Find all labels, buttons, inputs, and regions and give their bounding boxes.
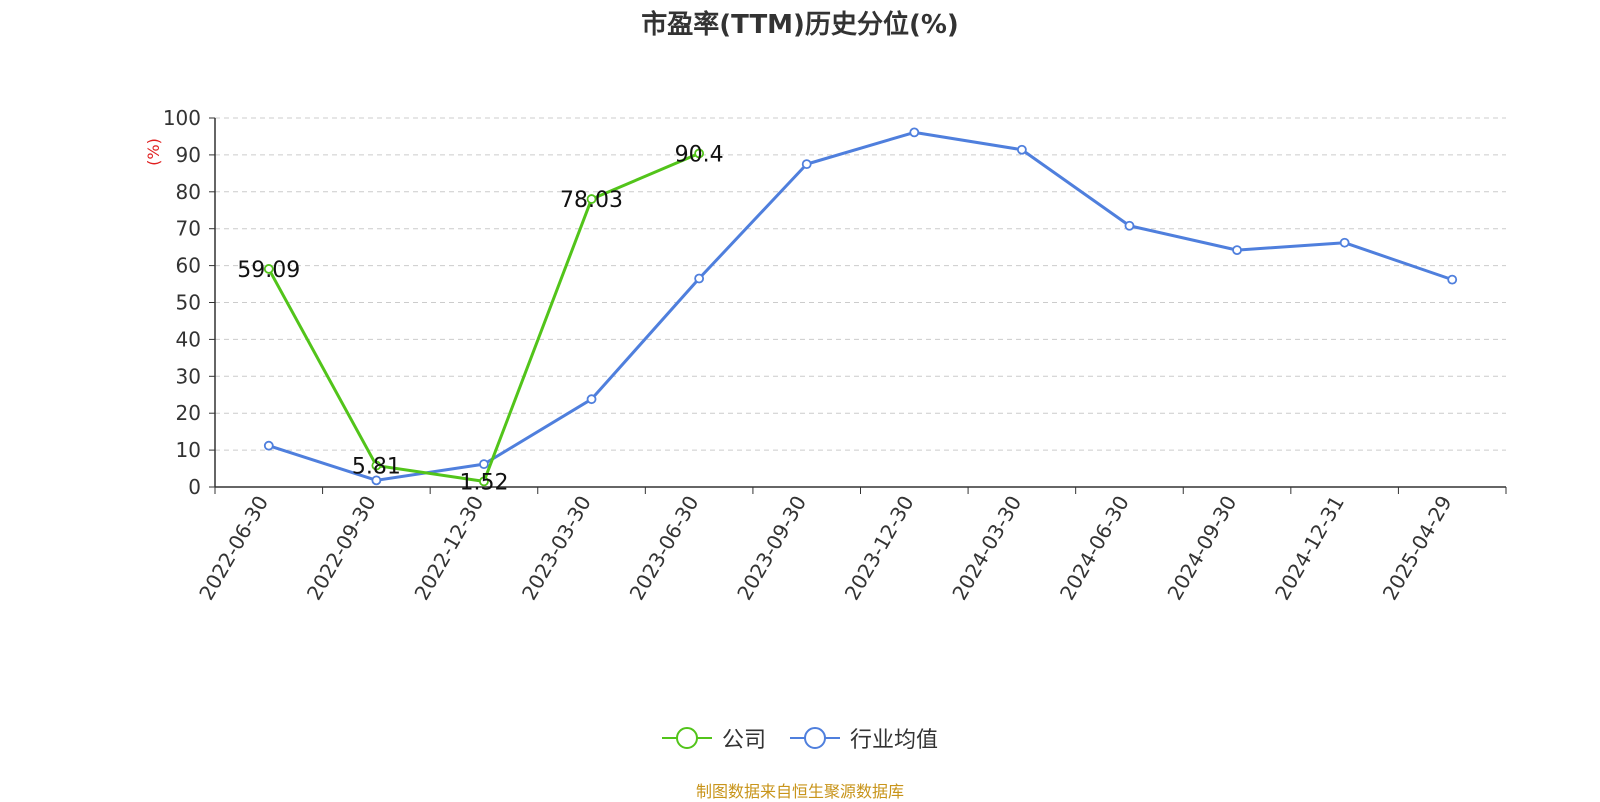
y-tick-label: 40 (176, 327, 201, 351)
x-tick-label: 2023-09-30 (732, 492, 811, 605)
data-point-0 (694, 148, 705, 159)
data-point-1 (263, 440, 274, 451)
source-note: 制图数据来自恒生聚源数据库 (695, 782, 904, 801)
series-line-0 (267, 152, 700, 483)
y-axis-label: (%) (144, 138, 163, 166)
data-point-0 (263, 264, 274, 274)
y-tick-label: 0 (188, 475, 201, 499)
data-label: 1.52 (459, 470, 508, 495)
legend-marker-company (661, 727, 712, 749)
data-point-0 (479, 476, 489, 487)
data-label: 59.09 (237, 258, 300, 283)
data-point-1 (909, 127, 920, 138)
legend-label-company: 公司 (721, 728, 766, 753)
data-point-1 (586, 394, 597, 405)
data-point-1 (479, 459, 489, 470)
data-labels: 59.09 5.81 1.52 78.03 90.4 (237, 142, 723, 495)
x-tick-label: 2023-06-30 (625, 492, 704, 605)
x-tick-label: 2023-12-30 (840, 492, 919, 605)
data-point-1 (1232, 245, 1242, 256)
legend-marker-industry-average (790, 727, 840, 749)
x-tick-label: 2022-09-30 (302, 492, 381, 605)
legend: 公司 行业均值 (0, 722, 1600, 754)
y-tick-label: 50 (176, 291, 201, 315)
data-point-1 (1016, 144, 1027, 155)
x-tick-label: 2024-06-30 (1055, 492, 1134, 605)
y-tick-label: 90 (176, 143, 201, 167)
data-point-1 (371, 475, 382, 486)
x-tick-label: 2024-12-31 (1270, 492, 1349, 605)
data-point-1 (694, 273, 705, 284)
y-tick-label: 60 (176, 254, 201, 278)
x-tick-label: 2024-09-30 (1162, 492, 1241, 605)
line-chart: 0 10 20 30 40 50 60 70 80 90 100(%) 2022-06-30 2022-… (144, 106, 1507, 605)
x-tick-label: 2022-12-30 (409, 492, 488, 605)
y-tick-label: 30 (176, 364, 201, 388)
series-line-1 (268, 130, 1453, 482)
data-point-0 (586, 194, 597, 204)
legend-item-industry-average[interactable]: 行业均值 (790, 722, 938, 754)
y-tick-label: 10 (176, 438, 201, 462)
data-point-1 (1447, 274, 1458, 285)
series-lines (263, 127, 1458, 487)
legend-item-company[interactable]: 公司 (661, 722, 766, 754)
data-point-0 (371, 460, 382, 471)
y-tick-label: 70 (176, 217, 201, 241)
data-point-1 (1124, 220, 1135, 231)
y-tick-label: 100 (163, 106, 201, 130)
grid-lines (215, 117, 1506, 451)
data-label: 78.03 (560, 188, 623, 213)
data-label: 5.81 (352, 455, 401, 480)
chart-title: 市盈率(TTM)历史分位(%) (641, 10, 959, 40)
x-tick-label: 2022-06-30 (194, 492, 273, 605)
data-point-1 (1339, 237, 1350, 248)
legend-label-industry-average: 行业均值 (850, 728, 939, 753)
y-tick-label: 20 (176, 401, 201, 425)
x-tick-label: 2024-03-30 (947, 492, 1026, 605)
y-tick-label: 80 (176, 180, 201, 204)
x-tick-label: 2023-03-30 (517, 492, 596, 605)
x-tick-label: 2025-04-29 (1378, 492, 1457, 605)
data-point-1 (801, 159, 812, 170)
axes: 0 10 20 30 40 50 60 70 80 90 100(%) 2022-06-30 2022-… (144, 106, 1507, 605)
data-label: 90.4 (675, 142, 724, 167)
